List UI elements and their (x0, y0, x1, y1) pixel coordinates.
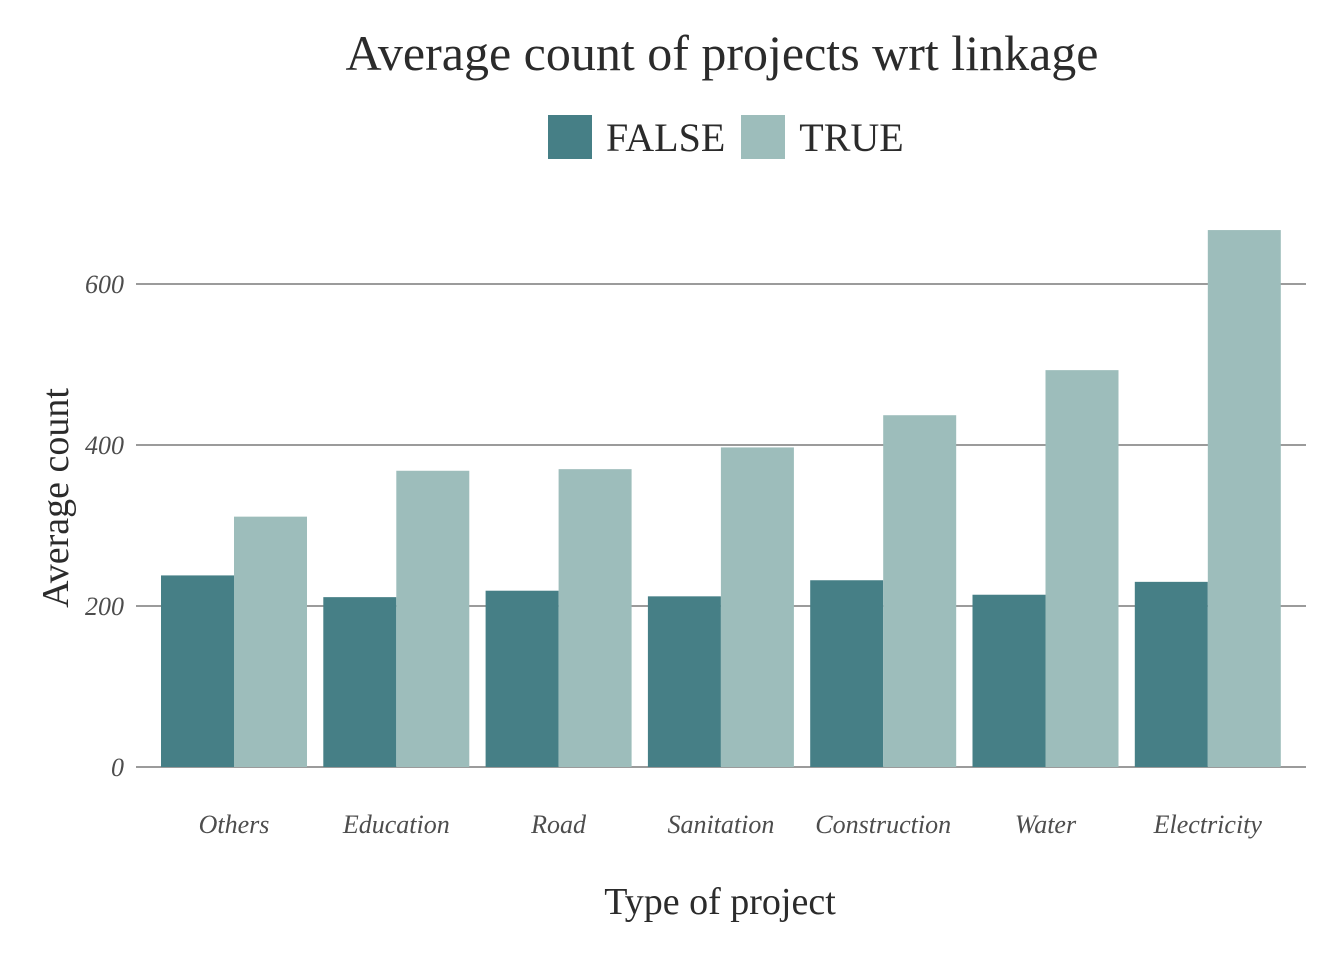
y-tick-labels: 0 200 400 600 (85, 270, 124, 782)
bars (161, 230, 1281, 767)
x-tick-label: Road (530, 810, 587, 839)
legend-label-false: FALSE (606, 114, 726, 160)
legend: FALSE TRUE (548, 112, 920, 162)
y-axis-title: Average count (35, 388, 77, 608)
bar-water-false (972, 594, 1046, 767)
bar-road-true (558, 469, 632, 767)
x-axis-title: Type of project (604, 881, 836, 923)
y-tick-label: 600 (85, 270, 124, 299)
bar-sanitation-true (720, 447, 794, 767)
bar-construction-false (810, 580, 884, 767)
bar-road-false (485, 590, 559, 767)
x-tick-labels: Others Education Road Sanitation Constructio… (199, 810, 1263, 839)
bar-others-true (234, 516, 307, 767)
bar-electricity-false (1134, 581, 1208, 767)
x-tick-label: Electricity (1153, 810, 1263, 839)
y-tick-label: 200 (85, 592, 124, 621)
legend-swatch-false (548, 115, 592, 159)
x-tick-label: Others (199, 810, 270, 839)
bar-sanitation-false (647, 596, 721, 767)
x-tick-label: Sanitation (667, 810, 774, 839)
x-tick-label: Construction (815, 810, 951, 839)
bar-electricity-true (1207, 230, 1281, 767)
bar-education-true (396, 470, 470, 767)
bar-others-false (161, 575, 234, 767)
y-tick-label: 400 (85, 431, 124, 460)
bar-water-true (1045, 370, 1119, 767)
chart-title: Average count of projects wrt linkage (345, 25, 1099, 81)
legend-item-false: FALSE (548, 114, 725, 161)
x-tick-label: Education (342, 810, 450, 839)
x-tick-label: Water (1015, 810, 1077, 839)
y-tick-label: 0 (111, 753, 124, 782)
legend-item-true: TRUE (741, 114, 904, 161)
bar-education-false (323, 597, 397, 767)
legend-swatch-true (741, 115, 786, 159)
bar-construction-true (883, 415, 957, 767)
legend-label-true: TRUE (799, 114, 904, 160)
